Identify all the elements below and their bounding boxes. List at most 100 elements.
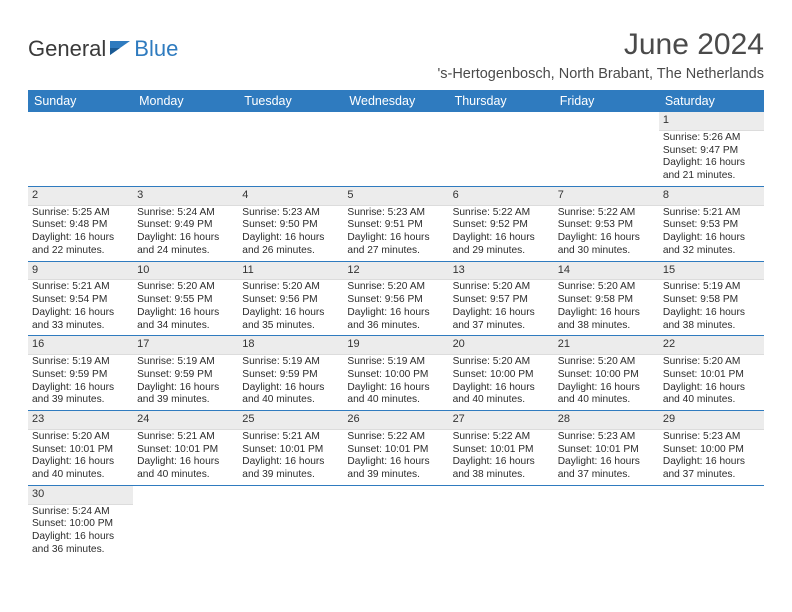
daylight-text: Daylight: 16 hours and 40 minutes.: [242, 382, 339, 408]
sunset-text: Sunset: 10:00 PM: [347, 369, 444, 382]
empty-day-cell: [343, 486, 448, 560]
day-cell: 27Sunrise: 5:22 AMSunset: 10:01 PMDaylig…: [449, 411, 554, 485]
empty-day-cell: [449, 486, 554, 560]
week-row: 23Sunrise: 5:20 AMSunset: 10:01 PMDaylig…: [28, 411, 764, 486]
day-number: 15: [659, 262, 764, 281]
daylight-text: Daylight: 16 hours and 38 minutes.: [663, 307, 760, 333]
header: General Blue June 2024: [28, 28, 764, 62]
day-number: 3: [133, 187, 238, 206]
brand-name-part1: General: [28, 36, 106, 62]
day-number: 4: [238, 187, 343, 206]
sunrise-text: Sunrise: 5:22 AM: [558, 207, 655, 220]
daylight-text: Daylight: 16 hours and 24 minutes.: [137, 232, 234, 258]
daylight-text: Daylight: 16 hours and 26 minutes.: [242, 232, 339, 258]
sunset-text: Sunset: 9:49 PM: [137, 219, 234, 232]
sunset-text: Sunset: 9:53 PM: [663, 219, 760, 232]
weekday-header: Thursday: [449, 90, 554, 112]
day-details: Sunrise: 5:24 AMSunset: 10:00 PMDaylight…: [28, 506, 133, 557]
daylight-text: Daylight: 16 hours and 37 minutes.: [558, 456, 655, 482]
daylight-text: Daylight: 16 hours and 40 minutes.: [32, 456, 129, 482]
day-cell: 4Sunrise: 5:23 AMSunset: 9:50 PMDaylight…: [238, 187, 343, 261]
day-details: Sunrise: 5:19 AMSunset: 9:59 PMDaylight:…: [28, 356, 133, 407]
sunset-text: Sunset: 10:01 PM: [32, 444, 129, 457]
day-cell: 16Sunrise: 5:19 AMSunset: 9:59 PMDayligh…: [28, 336, 133, 410]
empty-day-cell: [28, 112, 133, 186]
empty-day-cell: [238, 112, 343, 186]
day-details: Sunrise: 5:26 AMSunset: 9:47 PMDaylight:…: [659, 132, 764, 183]
sunrise-text: Sunrise: 5:21 AM: [137, 431, 234, 444]
daylight-text: Daylight: 16 hours and 29 minutes.: [453, 232, 550, 258]
calendar: SundayMondayTuesdayWednesdayThursdayFrid…: [28, 90, 764, 560]
sunset-text: Sunset: 9:53 PM: [558, 219, 655, 232]
sunset-text: Sunset: 9:59 PM: [32, 369, 129, 382]
day-cell: 21Sunrise: 5:20 AMSunset: 10:00 PMDaylig…: [554, 336, 659, 410]
day-number: 6: [449, 187, 554, 206]
location-subtitle: 's-Hertogenbosch, North Brabant, The Net…: [28, 66, 764, 82]
page-title: June 2024: [624, 28, 764, 62]
sunrise-text: Sunrise: 5:22 AM: [453, 207, 550, 220]
weekday-header: Tuesday: [238, 90, 343, 112]
sunrise-text: Sunrise: 5:20 AM: [137, 281, 234, 294]
sunset-text: Sunset: 10:01 PM: [558, 444, 655, 457]
sunrise-text: Sunrise: 5:20 AM: [347, 281, 444, 294]
day-cell: 14Sunrise: 5:20 AMSunset: 9:58 PMDayligh…: [554, 262, 659, 336]
daylight-text: Daylight: 16 hours and 39 minutes.: [137, 382, 234, 408]
day-details: Sunrise: 5:23 AMSunset: 9:51 PMDaylight:…: [343, 207, 448, 258]
sunrise-text: Sunrise: 5:24 AM: [137, 207, 234, 220]
day-cell: 10Sunrise: 5:20 AMSunset: 9:55 PMDayligh…: [133, 262, 238, 336]
day-cell: 24Sunrise: 5:21 AMSunset: 10:01 PMDaylig…: [133, 411, 238, 485]
sunset-text: Sunset: 9:57 PM: [453, 294, 550, 307]
day-details: Sunrise: 5:21 AMSunset: 9:53 PMDaylight:…: [659, 207, 764, 258]
day-details: Sunrise: 5:25 AMSunset: 9:48 PMDaylight:…: [28, 207, 133, 258]
sunset-text: Sunset: 9:48 PM: [32, 219, 129, 232]
day-cell: 20Sunrise: 5:20 AMSunset: 10:00 PMDaylig…: [449, 336, 554, 410]
day-details: Sunrise: 5:19 AMSunset: 9:59 PMDaylight:…: [133, 356, 238, 407]
day-cell: 29Sunrise: 5:23 AMSunset: 10:00 PMDaylig…: [659, 411, 764, 485]
day-details: Sunrise: 5:20 AMSunset: 9:58 PMDaylight:…: [554, 281, 659, 332]
sunrise-text: Sunrise: 5:19 AM: [137, 356, 234, 369]
sunrise-text: Sunrise: 5:23 AM: [242, 207, 339, 220]
sunset-text: Sunset: 9:54 PM: [32, 294, 129, 307]
day-number: 5: [343, 187, 448, 206]
day-details: Sunrise: 5:24 AMSunset: 9:49 PMDaylight:…: [133, 207, 238, 258]
daylight-text: Daylight: 16 hours and 38 minutes.: [558, 307, 655, 333]
sunrise-text: Sunrise: 5:19 AM: [347, 356, 444, 369]
sunset-text: Sunset: 9:51 PM: [347, 219, 444, 232]
day-details: Sunrise: 5:20 AMSunset: 9:55 PMDaylight:…: [133, 281, 238, 332]
sunrise-text: Sunrise: 5:20 AM: [558, 281, 655, 294]
sunrise-text: Sunrise: 5:20 AM: [453, 356, 550, 369]
daylight-text: Daylight: 16 hours and 34 minutes.: [137, 307, 234, 333]
day-number: 21: [554, 336, 659, 355]
weekday-header-row: SundayMondayTuesdayWednesdayThursdayFrid…: [28, 90, 764, 112]
day-cell: 26Sunrise: 5:22 AMSunset: 10:01 PMDaylig…: [343, 411, 448, 485]
day-number: 11: [238, 262, 343, 281]
day-cell: 13Sunrise: 5:20 AMSunset: 9:57 PMDayligh…: [449, 262, 554, 336]
day-cell: 9Sunrise: 5:21 AMSunset: 9:54 PMDaylight…: [28, 262, 133, 336]
sunrise-text: Sunrise: 5:20 AM: [663, 356, 760, 369]
sunset-text: Sunset: 9:55 PM: [137, 294, 234, 307]
day-details: Sunrise: 5:20 AMSunset: 10:00 PMDaylight…: [554, 356, 659, 407]
sunrise-text: Sunrise: 5:19 AM: [32, 356, 129, 369]
day-cell: 7Sunrise: 5:22 AMSunset: 9:53 PMDaylight…: [554, 187, 659, 261]
day-details: Sunrise: 5:22 AMSunset: 10:01 PMDaylight…: [449, 431, 554, 482]
daylight-text: Daylight: 16 hours and 39 minutes.: [242, 456, 339, 482]
sunrise-text: Sunrise: 5:19 AM: [663, 281, 760, 294]
daylight-text: Daylight: 16 hours and 22 minutes.: [32, 232, 129, 258]
week-row: 9Sunrise: 5:21 AMSunset: 9:54 PMDaylight…: [28, 262, 764, 337]
day-cell: 25Sunrise: 5:21 AMSunset: 10:01 PMDaylig…: [238, 411, 343, 485]
sunset-text: Sunset: 9:56 PM: [347, 294, 444, 307]
daylight-text: Daylight: 16 hours and 35 minutes.: [242, 307, 339, 333]
sunrise-text: Sunrise: 5:23 AM: [663, 431, 760, 444]
day-number: 17: [133, 336, 238, 355]
day-cell: 23Sunrise: 5:20 AMSunset: 10:01 PMDaylig…: [28, 411, 133, 485]
day-cell: 6Sunrise: 5:22 AMSunset: 9:52 PMDaylight…: [449, 187, 554, 261]
day-details: Sunrise: 5:21 AMSunset: 10:01 PMDaylight…: [238, 431, 343, 482]
daylight-text: Daylight: 16 hours and 40 minutes.: [137, 456, 234, 482]
day-cell: 17Sunrise: 5:19 AMSunset: 9:59 PMDayligh…: [133, 336, 238, 410]
sunset-text: Sunset: 10:01 PM: [242, 444, 339, 457]
daylight-text: Daylight: 16 hours and 32 minutes.: [663, 232, 760, 258]
sunset-text: Sunset: 9:50 PM: [242, 219, 339, 232]
day-details: Sunrise: 5:19 AMSunset: 9:58 PMDaylight:…: [659, 281, 764, 332]
sunrise-text: Sunrise: 5:22 AM: [347, 431, 444, 444]
sunrise-text: Sunrise: 5:20 AM: [32, 431, 129, 444]
